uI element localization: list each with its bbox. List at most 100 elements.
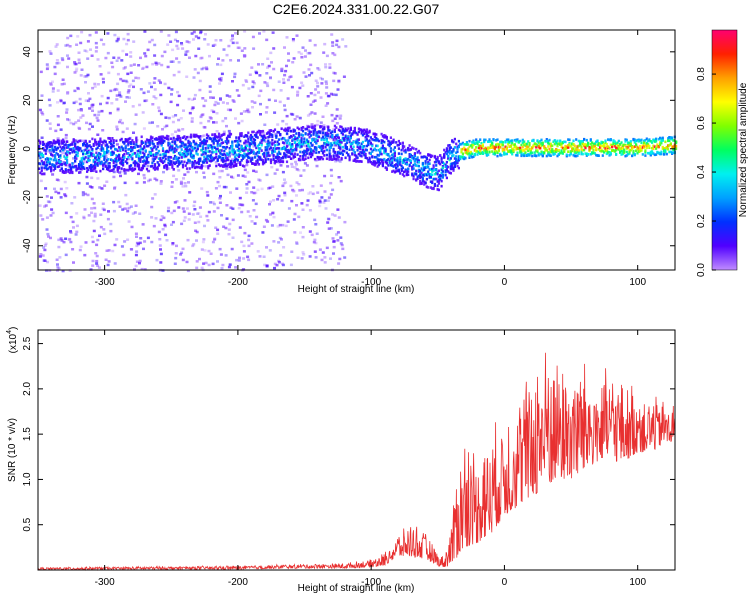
heatmap-cell: [219, 135, 222, 139]
heatmap-cell: [303, 137, 306, 140]
heatmap-cell: [67, 151, 70, 154]
colorbar-tick-label: 0.4: [696, 165, 707, 179]
heatmap-cell: [341, 149, 344, 153]
heatmap-cell: [280, 147, 283, 151]
heatmap-cell: [313, 124, 317, 128]
heatmap-cell: [190, 107, 194, 111]
heatmap-cell: [471, 143, 474, 147]
heatmap-cell: [203, 161, 206, 164]
heatmap-cell: [481, 152, 484, 155]
heatmap-cell: [67, 57, 71, 60]
heatmap-cell: [576, 150, 579, 154]
heatmap-cell: [365, 138, 368, 141]
heatmap-cell: [508, 145, 511, 148]
heatmap-cell: [231, 99, 235, 102]
heatmap-cell: [244, 140, 247, 143]
heatmap-cell: [449, 166, 452, 169]
heatmap-cell: [216, 144, 219, 147]
heatmap-cell: [226, 102, 229, 105]
heatmap-cell: [449, 157, 452, 160]
heatmap-cell: [87, 154, 90, 158]
heatmap-cell: [83, 192, 87, 196]
heatmap-cell: [283, 194, 287, 197]
heatmap-cell: [72, 139, 75, 142]
heatmap-cell: [73, 139, 77, 142]
heatmap-cell: [621, 144, 624, 147]
heatmap-cell: [111, 153, 114, 156]
heatmap-cell: [191, 106, 195, 109]
heatmap-cell: [42, 147, 45, 150]
heatmap-cell: [260, 149, 263, 152]
heatmap-cell: [177, 61, 181, 64]
y-tick-label: 2.0: [22, 381, 33, 395]
heatmap-cell: [329, 142, 332, 145]
heatmap-cell: [184, 137, 187, 141]
heatmap-cell: [122, 37, 126, 41]
heatmap-cell: [212, 150, 215, 154]
heatmap-cell: [290, 162, 294, 166]
heatmap-cell: [281, 119, 285, 123]
heatmap-cell: [251, 162, 254, 165]
heatmap-cell: [77, 181, 81, 185]
heatmap-cell: [95, 170, 98, 173]
heatmap-cell: [265, 106, 269, 109]
heatmap-cell: [177, 94, 181, 98]
heatmap-cell: [247, 140, 250, 143]
heatmap-cell: [149, 146, 153, 150]
heatmap-cell: [66, 159, 69, 162]
heatmap-cell: [437, 160, 440, 163]
heatmap-cell: [50, 196, 53, 199]
heatmap-cell: [103, 158, 106, 162]
heatmap-cell: [259, 130, 262, 133]
heatmap-cell: [331, 119, 335, 123]
heatmap-cell: [298, 133, 302, 136]
heatmap-cell: [185, 146, 189, 149]
heatmap-cell: [252, 162, 255, 165]
heatmap-cell: [280, 69, 284, 73]
heatmap-cell: [201, 97, 205, 100]
heatmap-cell: [351, 142, 354, 146]
heatmap-cell: [309, 92, 313, 95]
heatmap-cell: [480, 146, 483, 150]
heatmap-cell: [293, 147, 297, 151]
x-tick-label: -300: [95, 277, 115, 288]
heatmap-cell: [192, 140, 195, 144]
heatmap-cell: [225, 142, 229, 145]
heatmap-cell: [128, 166, 131, 169]
heatmap-cell: [339, 139, 342, 142]
heatmap-cell: [198, 206, 202, 209]
heatmap-cell: [246, 210, 250, 213]
heatmap-cell: [219, 79, 223, 82]
heatmap-cell: [317, 157, 321, 161]
heatmap-cell: [535, 146, 538, 149]
heatmap-cell: [360, 160, 363, 163]
heatmap-cell: [286, 220, 290, 223]
heatmap-cell: [549, 142, 552, 146]
heatmap-cell: [661, 145, 664, 149]
heatmap-cell: [308, 152, 311, 156]
heatmap-cell: [263, 81, 267, 84]
heatmap-cell: [448, 171, 451, 175]
heatmap-cell: [116, 155, 119, 158]
heatmap-cell: [188, 167, 191, 170]
heatmap-cell: [274, 132, 278, 136]
heatmap-cell: [164, 233, 168, 237]
heatmap-cell: [431, 180, 434, 184]
heatmap-cell: [296, 256, 300, 259]
heatmap-cell: [108, 169, 111, 173]
heatmap-cell: [310, 111, 314, 114]
heatmap-cell: [487, 146, 490, 149]
heatmap-cell: [331, 158, 334, 161]
heatmap-cell: [61, 269, 65, 273]
heatmap-cell: [375, 144, 378, 148]
heatmap-cell: [295, 148, 298, 152]
heatmap-cell: [217, 155, 221, 158]
heatmap-cell: [74, 233, 78, 236]
heatmap-cell: [222, 48, 226, 51]
heatmap-cell: [111, 137, 114, 140]
heatmap-cell: [277, 159, 281, 163]
heatmap-cell: [523, 149, 526, 152]
heatmap-cell: [243, 168, 247, 172]
heatmap-cell: [204, 152, 207, 155]
heatmap-cell: [496, 154, 499, 158]
